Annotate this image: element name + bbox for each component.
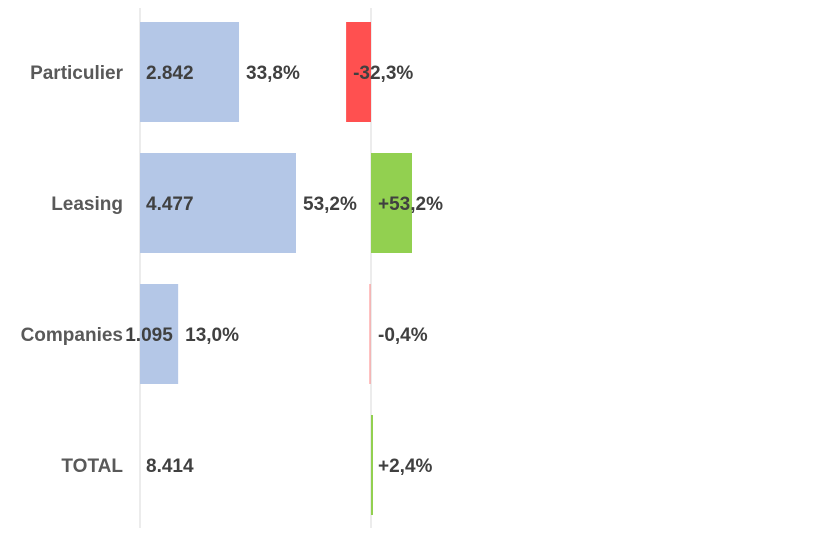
volume-value-label: 4.477 bbox=[146, 194, 194, 215]
change-bar bbox=[346, 22, 371, 122]
share-label: 53,2% bbox=[303, 194, 357, 215]
category-label: Companies bbox=[21, 325, 123, 346]
change-bar bbox=[371, 415, 373, 515]
change-bar bbox=[371, 153, 412, 253]
category-label: TOTAL bbox=[61, 456, 123, 477]
volume-value-label: 8.414 bbox=[146, 456, 194, 477]
volume-bar bbox=[140, 153, 296, 253]
category-label: Leasing bbox=[51, 194, 123, 215]
volume-bar bbox=[140, 284, 179, 384]
change-value-label: +53,2% bbox=[378, 194, 443, 215]
change-value-label: -0,4% bbox=[378, 325, 428, 346]
category-label: Particulier bbox=[30, 63, 124, 84]
volume-value-label: 1.095 bbox=[125, 325, 173, 346]
change-value-label: +2,4% bbox=[378, 456, 433, 477]
share-label: 33,8% bbox=[246, 63, 300, 84]
share-label: 13,0% bbox=[185, 325, 239, 346]
volume-bar bbox=[140, 22, 240, 122]
change-value-label: -32,3% bbox=[353, 63, 413, 84]
volume-value-label: 2.842 bbox=[146, 63, 194, 84]
change-bar bbox=[369, 284, 371, 384]
